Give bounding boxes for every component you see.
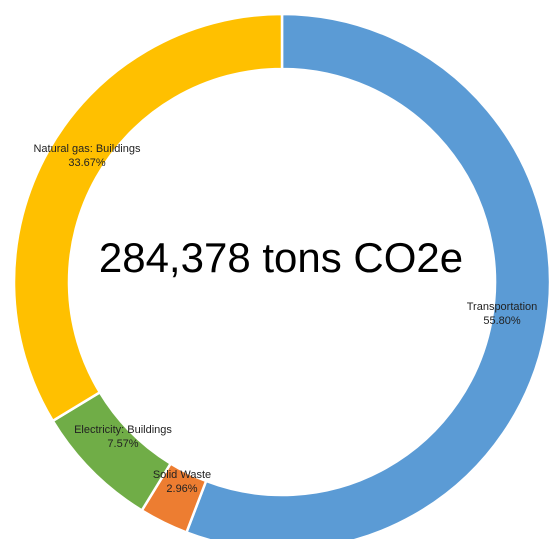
slice-natural-gas-buildings — [12, 12, 284, 423]
slice-label-electricity-buildings: Electricity: Buildings — [74, 424, 172, 436]
slice-value-solid-waste: 2.96% — [166, 483, 197, 495]
slice-label-solid-waste: Solid Waste — [153, 469, 211, 481]
slice-value-transportation: 55.80% — [483, 315, 521, 327]
slice-labels: Transportation 55.80% Solid Waste 2.96% Elec… — [33, 143, 537, 495]
slice-value-electricity-buildings: 7.57% — [107, 438, 138, 450]
slice-value-natural-gas-buildings: 33.67% — [68, 157, 106, 169]
center-total-label: 284,378 tons CO2e — [99, 234, 463, 281]
slice-label-transportation: Transportation — [467, 301, 538, 313]
slice-label-natural-gas-buildings: Natural gas: Buildings — [33, 143, 141, 155]
